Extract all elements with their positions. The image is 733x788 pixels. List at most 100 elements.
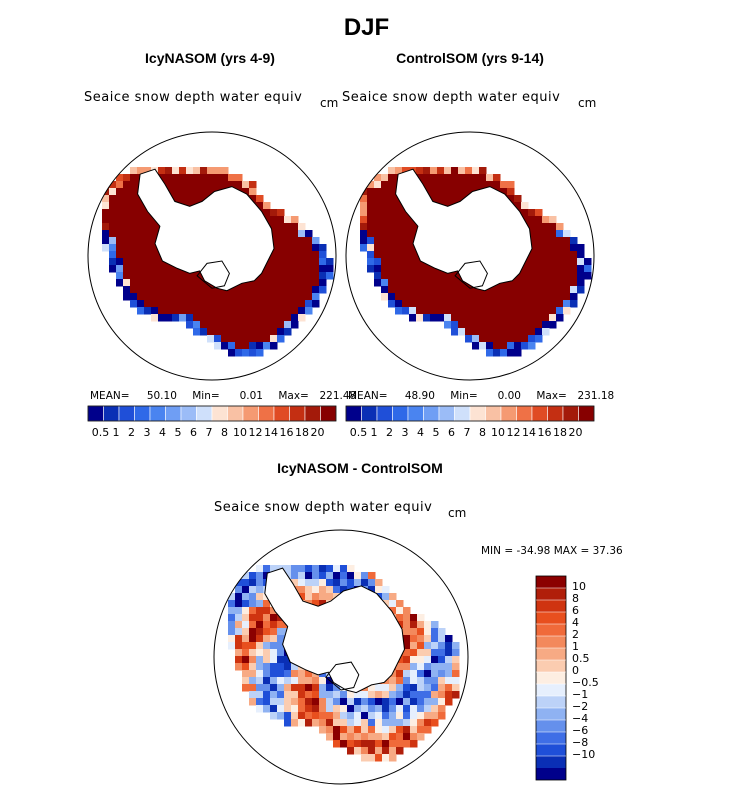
heatmap-cell <box>102 202 110 210</box>
heatmap-cell <box>207 181 215 189</box>
heatmap-cell <box>472 286 480 294</box>
heatmap-cell <box>570 279 578 287</box>
colorbar-tick-label: 1 <box>371 426 378 439</box>
heatmap-cell <box>151 286 159 294</box>
panel-title-icynasom: IcyNASOM (yrs 4-9) <box>145 50 275 66</box>
heatmap-cell <box>298 314 306 322</box>
heatmap-cell <box>403 698 411 706</box>
heatmap-cell <box>298 586 306 594</box>
heatmap-cell <box>458 174 466 182</box>
heatmap-cell <box>410 691 418 699</box>
heatmap-cell <box>347 691 355 699</box>
heatmap-cell <box>458 286 466 294</box>
heatmap-cell <box>284 300 292 308</box>
heatmap-cell <box>451 195 459 203</box>
heatmap-cell <box>291 300 299 308</box>
heatmap-cell <box>221 314 229 322</box>
heatmap-cell <box>451 307 459 315</box>
heatmap-cell <box>305 572 313 580</box>
heatmap-cell <box>130 300 138 308</box>
heatmap-cell <box>284 684 292 692</box>
map-controlsom <box>345 131 595 381</box>
colorbar-swatch <box>469 405 486 422</box>
heatmap-cell <box>458 167 466 175</box>
heatmap-cell <box>221 328 229 336</box>
heatmap-cell <box>424 656 432 664</box>
heatmap-cell <box>291 572 299 580</box>
heatmap-cell <box>472 167 480 175</box>
heatmap-cell <box>395 202 403 210</box>
heatmap-cell <box>431 663 439 671</box>
heatmap-cell <box>263 670 271 678</box>
heatmap-cell <box>340 726 348 734</box>
heatmap-cell <box>445 663 453 671</box>
heatmap-cell <box>493 293 501 301</box>
heatmap-cell <box>221 300 229 308</box>
heatmap-cell <box>109 230 117 238</box>
heatmap-cell <box>277 209 285 217</box>
heatmap-cell <box>165 265 173 273</box>
heatmap-cell <box>165 279 173 287</box>
heatmap-cell <box>486 328 494 336</box>
heatmap-cell <box>256 628 264 636</box>
heatmap-cell <box>256 593 264 601</box>
heatmap-cell <box>535 237 543 245</box>
colorbar-swatch <box>536 708 566 720</box>
heatmap-cell <box>402 272 410 280</box>
heatmap-cell <box>368 579 376 587</box>
heatmap-cell <box>263 202 271 210</box>
heatmap-cell <box>151 293 159 301</box>
colorbar-tick-label: 5 <box>433 426 440 439</box>
heatmap-cell <box>207 174 215 182</box>
heatmap-cell <box>361 572 369 580</box>
antarctica-coastline <box>264 567 406 694</box>
heatmap-cell <box>549 265 557 273</box>
heatmap-cell <box>270 258 278 266</box>
antarctica-coastline <box>137 168 275 292</box>
heatmap-cell <box>528 272 536 280</box>
heatmap-cell <box>214 314 222 322</box>
heatmap-cell <box>417 684 425 692</box>
heatmap-cell <box>235 642 243 650</box>
heatmap-cell <box>417 663 425 671</box>
heatmap-cell <box>396 712 404 720</box>
colorbar-swatch <box>211 405 228 422</box>
heatmap-cell <box>256 349 264 357</box>
colorbar-tick-label: 4 <box>572 616 579 629</box>
heatmap-cell <box>472 181 480 189</box>
heatmap-cell <box>144 293 152 301</box>
heatmap-cell <box>361 705 369 713</box>
heatmap-cell <box>291 237 299 245</box>
heatmap-cell <box>570 286 578 294</box>
colorbar-swatch <box>289 405 306 422</box>
heatmap-cell <box>465 328 473 336</box>
heatmap-cell <box>137 272 145 280</box>
heatmap-cell <box>284 279 292 287</box>
heatmap-cell <box>305 670 313 678</box>
heatmap-cell <box>305 237 313 245</box>
heatmap-cell <box>542 272 550 280</box>
heatmap-cell <box>375 726 383 734</box>
colorbar-swatch <box>536 720 566 732</box>
map-difference <box>213 529 469 785</box>
heatmap-cell <box>535 279 543 287</box>
heatmap-cell <box>130 293 138 301</box>
heatmap-cell <box>263 656 271 664</box>
heatmap-cell <box>109 251 117 259</box>
heatmap-cell <box>249 579 257 587</box>
heatmap-cell <box>396 740 404 748</box>
heatmap-cell <box>172 279 180 287</box>
heatmap-cell <box>375 747 383 755</box>
heatmap-cell <box>458 293 466 301</box>
heatmap-cell <box>445 691 453 699</box>
heatmap-cell <box>263 300 271 308</box>
heatmap-cell <box>312 300 320 308</box>
heatmap-cell <box>416 174 424 182</box>
heatmap-cell <box>284 244 292 252</box>
heatmap-cell <box>507 279 515 287</box>
heatmap-cell <box>361 747 369 755</box>
heatmap-cell <box>291 719 299 727</box>
heatmap-cell <box>535 300 543 308</box>
heatmap-cell <box>172 300 180 308</box>
heatmap-cell <box>444 300 452 308</box>
